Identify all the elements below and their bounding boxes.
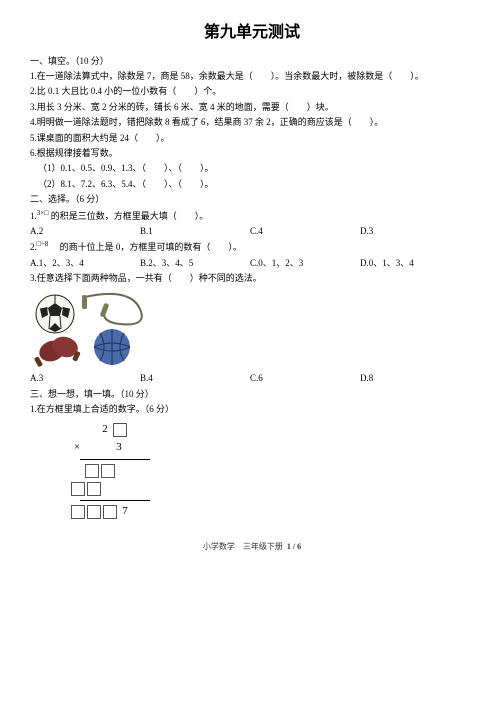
s2q1: 1.3×□ 的积是三位数，方框里最大填（ ）。 xyxy=(30,208,474,223)
calc-r2c3: 3 xyxy=(112,439,126,457)
opt-d: D.8 xyxy=(360,371,470,385)
s2q2-text: 的商十位上是 0，方框里可填的数有（ ）。 xyxy=(60,242,242,252)
paddles-icon xyxy=(34,334,81,367)
blank-box xyxy=(87,505,101,519)
jump-rope-icon xyxy=(82,294,142,325)
q1: 1.在一道除法算式中，除数是 7，商是 58，余数最大是（ ）。当余数最大时，被… xyxy=(30,69,474,83)
s2q2-num: 2. xyxy=(30,242,37,252)
calc-r5c4: 7 xyxy=(118,503,132,521)
opt-d: D.3 xyxy=(360,224,470,238)
section-3-heading: 三、想一想，填一填。（10 分） xyxy=(30,387,474,401)
s2q3-options: A.3 B.4 C.6 D.8 xyxy=(30,371,474,385)
blank-box xyxy=(71,482,85,496)
soccer-ball-icon xyxy=(36,295,74,333)
q6: 6.根据规律接着写数。 xyxy=(30,146,474,160)
blank-box xyxy=(103,505,117,519)
calc-op: × xyxy=(70,439,84,457)
s2q2-expr: □÷8 xyxy=(37,240,49,248)
footer-page: 1 / 6 xyxy=(287,542,301,551)
s2q2-options: A.1、2、3、4 B.2、3、4、5 C.0、1、2、3 D.0、1、3、4 xyxy=(30,256,474,270)
s2q3: 3.任意选择下面两种物品，一共有（ ）种不同的选法。 xyxy=(30,271,474,285)
s2q2: 2.□÷8 的商十位上是 0，方框里可填的数有（ ）。 xyxy=(30,239,474,254)
page-title: 第九单元测试 xyxy=(30,20,474,46)
opt-c: C.0、1、2、3 xyxy=(250,256,360,270)
opt-b: B.1 xyxy=(140,224,250,238)
blank-box xyxy=(87,482,101,496)
q5: 5.课桌面的面积大约是 24（ ）。 xyxy=(30,131,474,145)
q4: 4.明明做一道除法题时，错把除数 8 看成了 6，结果商 37 余 2，正确的商… xyxy=(30,115,474,129)
section-1-heading: 一、填空。（10 分） xyxy=(30,54,474,68)
opt-b: B.4 xyxy=(140,371,250,385)
blank-box xyxy=(101,464,115,478)
opt-c: C.4 xyxy=(250,224,360,238)
opt-c: C.6 xyxy=(250,371,360,385)
footer-text: 小学数学 三年级下册 xyxy=(203,542,283,551)
vertical-calc: 2 × 3 7 xyxy=(70,421,474,521)
s2q1-num: 1. xyxy=(30,211,37,221)
q2: 2.比 0.1 大且比 0.4 小的一位小数有（ ）个。 xyxy=(30,84,474,98)
opt-b: B.2、3、4、5 xyxy=(140,256,250,270)
opt-a: A.3 xyxy=(30,371,140,385)
calc-line-2 xyxy=(80,500,150,501)
q6b: （2）8.1、7.2、6.3、5.4、（ ）、（ ）。 xyxy=(30,177,474,191)
s2q1-options: A.2 B.1 C.4 D.3 xyxy=(30,224,474,238)
s3q1: 1.在方框里填上合适的数字。（6 分） xyxy=(30,402,474,416)
section-2-heading: 二、选择。（6 分） xyxy=(30,192,474,206)
items-svg xyxy=(30,289,160,369)
items-figure xyxy=(30,289,160,369)
opt-a: A.1、2、3、4 xyxy=(30,256,140,270)
opt-a: A.2 xyxy=(30,224,140,238)
page-footer: 小学数学 三年级下册 1 / 6 xyxy=(30,541,474,554)
q6a: （1）0.1、0.5、0.9、1.3、（ ）、（ ）。 xyxy=(30,161,474,175)
blank-box xyxy=(85,464,99,478)
opt-d: D.0、1、3、4 xyxy=(360,256,470,270)
calc-line-1 xyxy=(80,459,150,460)
q3: 3.用长 3 分米、宽 2 分米的砖，铺长 6 米、宽 4 米的地面，需要（ ）… xyxy=(30,100,474,114)
s2q1-expr: 3×□ xyxy=(37,209,49,217)
basketball-icon xyxy=(94,329,130,365)
blank-box xyxy=(113,423,127,437)
s2q1-text: 的积是三位数，方框里最大填（ ）。 xyxy=(51,211,209,221)
calc-r1c2: 2 xyxy=(98,421,112,439)
blank-box xyxy=(71,505,85,519)
